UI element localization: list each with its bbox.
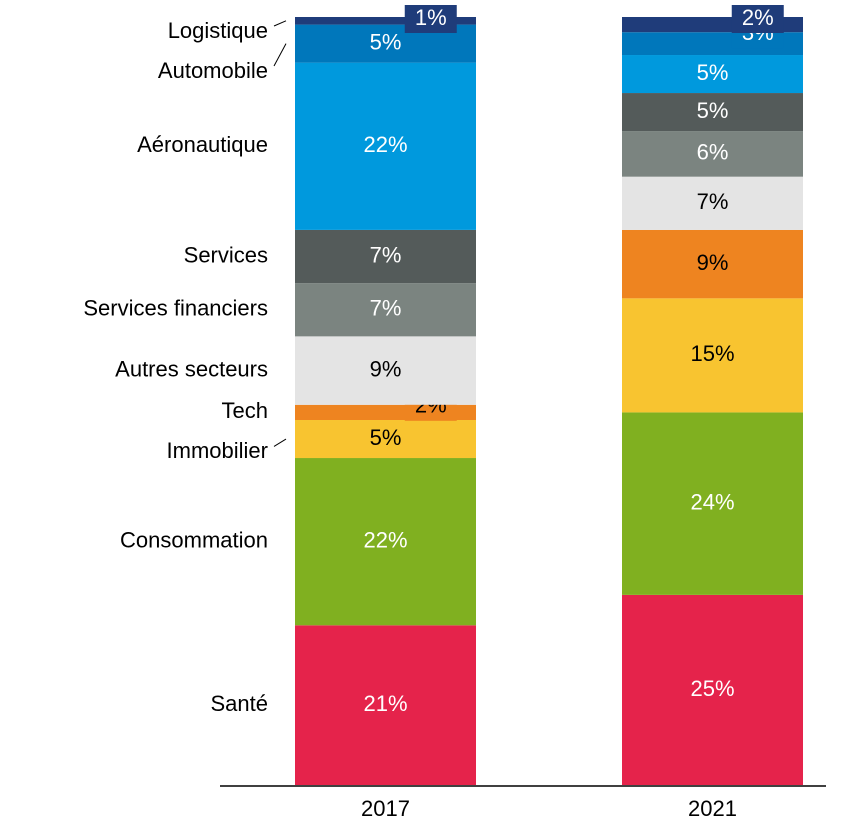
leader-line [273,438,287,447]
bar-segment [295,420,476,459]
legend-label: Services [184,242,268,267]
x-tick-label: 2021 [688,796,737,821]
legend-label: Santé [211,691,269,716]
x-tick-label: 2017 [361,796,410,821]
leader-line [273,20,287,27]
legend-label: Immobilier [167,438,268,463]
value-label: 9% [697,250,729,275]
bar-segment [295,229,476,284]
bar-segment [622,131,803,177]
value-label: 6% [697,140,729,165]
bar-segment [295,283,476,337]
value-label: 5% [697,60,729,85]
value-label: 22% [363,132,407,157]
legend-label: Tech [222,398,268,423]
bar-segment [622,298,803,413]
leader-line [273,43,287,67]
legend-label: Aéronautique [137,132,268,157]
value-label: 5% [370,29,402,54]
legend-label: Consommation [120,527,268,552]
bar-segment [622,55,803,94]
value-label: 2% [742,5,774,30]
value-label: 25% [690,676,734,701]
value-label: 9% [370,356,402,381]
value-label: 15% [690,341,734,366]
bar-segment [295,336,476,405]
legend-label: Services financiers [83,296,268,321]
bar-segment [622,412,803,595]
bar-segment [622,176,803,230]
value-label: 7% [370,296,402,321]
value-label: 24% [690,489,734,514]
bar-segment [295,62,476,230]
bar-segment [295,458,476,626]
bar-segment [295,17,476,25]
value-label: 5% [697,98,729,123]
value-label: 7% [370,242,402,267]
value-label: 21% [363,691,407,716]
value-label: 1% [415,5,447,30]
legend-label: Logistique [168,18,268,43]
value-label-box [404,5,457,33]
bar-segment [622,229,803,299]
bar-segment [622,594,803,785]
value-label: 22% [363,527,407,552]
bar-segment [295,625,476,785]
value-label-box [731,5,784,33]
value-label: 5% [370,425,402,450]
bar-segment [622,93,803,132]
legend-label: Automobile [158,58,268,83]
legend-label: Autres secteurs [115,356,268,381]
value-label: 7% [697,189,729,214]
